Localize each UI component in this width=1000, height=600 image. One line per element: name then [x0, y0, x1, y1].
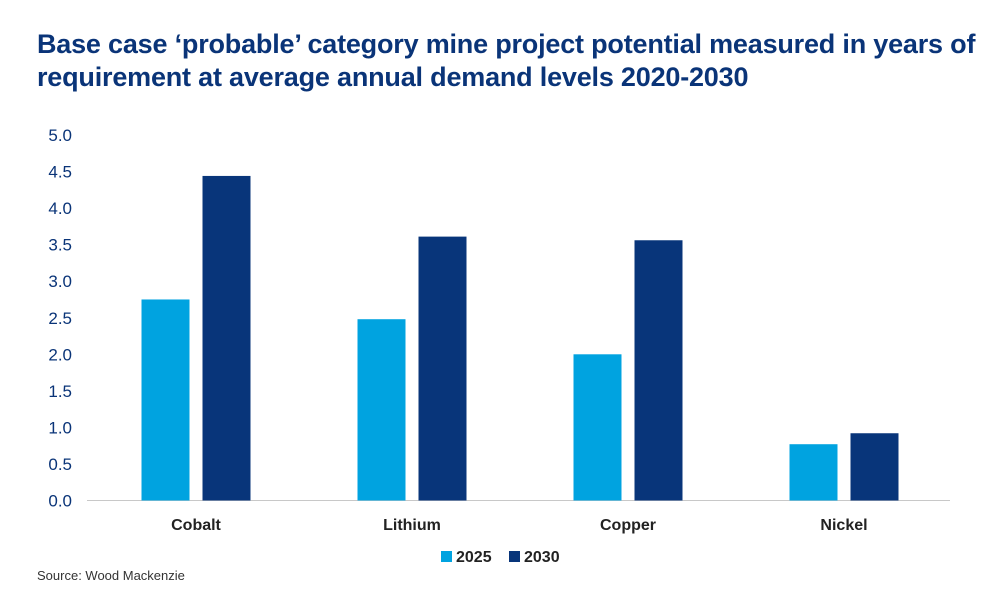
- bar-lithium-2025: [357, 319, 406, 501]
- chart-title: Base case ‘probable’ category mine proje…: [37, 29, 976, 92]
- bar-copper-2030: [634, 240, 683, 501]
- y-tick-label: 3.5: [48, 236, 72, 255]
- legend-swatch-2025: [441, 551, 452, 562]
- y-tick-label: 5.0: [48, 126, 72, 145]
- y-tick-label: 2.0: [48, 345, 72, 364]
- y-tick-label: 0.0: [48, 492, 72, 511]
- bar-cobalt-2025: [141, 299, 190, 501]
- source-note: Source: Wood Mackenzie: [37, 568, 185, 583]
- bar-cobalt-2030: [202, 175, 251, 501]
- bar-nickel-2030: [850, 433, 899, 501]
- y-tick-label: 2.5: [48, 309, 72, 328]
- y-tick-label: 0.5: [48, 455, 72, 474]
- y-tick-label: 3.0: [48, 272, 72, 291]
- x-tick-label: Copper: [600, 517, 656, 534]
- y-tick-label: 4.0: [48, 199, 72, 218]
- bar-nickel-2025: [789, 444, 838, 501]
- legend-swatch-2030: [509, 551, 520, 562]
- x-tick-label: Cobalt: [171, 517, 221, 534]
- bar-copper-2025: [573, 354, 622, 501]
- x-tick-label: Lithium: [383, 517, 441, 534]
- y-tick-label: 1.0: [48, 418, 72, 437]
- legend-label: 2030: [524, 549, 560, 566]
- legend-label: 2025: [456, 549, 492, 566]
- y-tick-label: 1.5: [48, 382, 72, 401]
- x-tick-label: Nickel: [820, 517, 867, 534]
- y-tick-label: 4.5: [48, 163, 72, 182]
- bar-lithium-2030: [418, 236, 467, 501]
